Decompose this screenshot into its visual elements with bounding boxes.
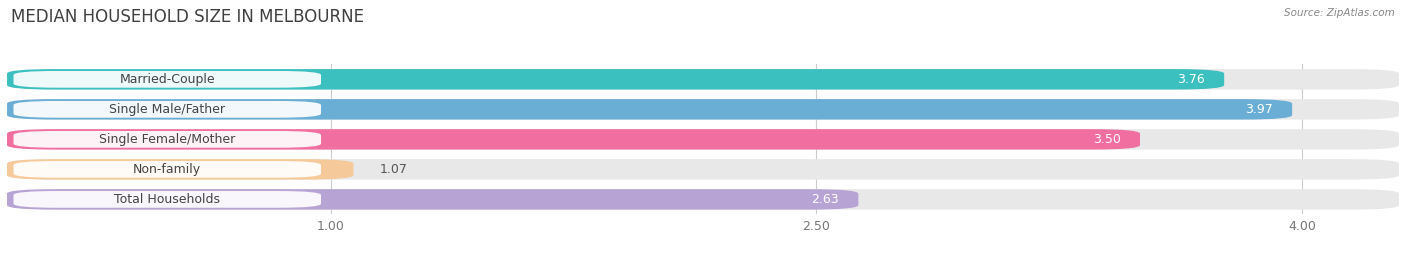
FancyBboxPatch shape [14, 131, 321, 148]
FancyBboxPatch shape [7, 129, 1140, 150]
FancyBboxPatch shape [7, 129, 1399, 150]
Text: Single Female/Mother: Single Female/Mother [100, 133, 235, 146]
FancyBboxPatch shape [7, 189, 859, 210]
FancyBboxPatch shape [7, 99, 1399, 120]
Text: 1.07: 1.07 [380, 163, 408, 176]
FancyBboxPatch shape [14, 161, 321, 178]
Text: 2.63: 2.63 [811, 193, 839, 206]
Text: 3.76: 3.76 [1177, 73, 1205, 86]
FancyBboxPatch shape [7, 99, 1292, 120]
Text: 3.50: 3.50 [1092, 133, 1121, 146]
FancyBboxPatch shape [7, 69, 1399, 90]
Text: MEDIAN HOUSEHOLD SIZE IN MELBOURNE: MEDIAN HOUSEHOLD SIZE IN MELBOURNE [11, 8, 364, 26]
FancyBboxPatch shape [14, 191, 321, 208]
FancyBboxPatch shape [7, 159, 353, 180]
FancyBboxPatch shape [14, 71, 321, 88]
Text: 3.97: 3.97 [1244, 103, 1272, 116]
Text: Source: ZipAtlas.com: Source: ZipAtlas.com [1284, 8, 1395, 18]
FancyBboxPatch shape [7, 69, 1225, 90]
FancyBboxPatch shape [7, 189, 1399, 210]
Text: Total Households: Total Households [114, 193, 221, 206]
Text: Married-Couple: Married-Couple [120, 73, 215, 86]
Text: Single Male/Father: Single Male/Father [110, 103, 225, 116]
FancyBboxPatch shape [7, 159, 1399, 180]
Text: Non-family: Non-family [134, 163, 201, 176]
FancyBboxPatch shape [14, 101, 321, 118]
